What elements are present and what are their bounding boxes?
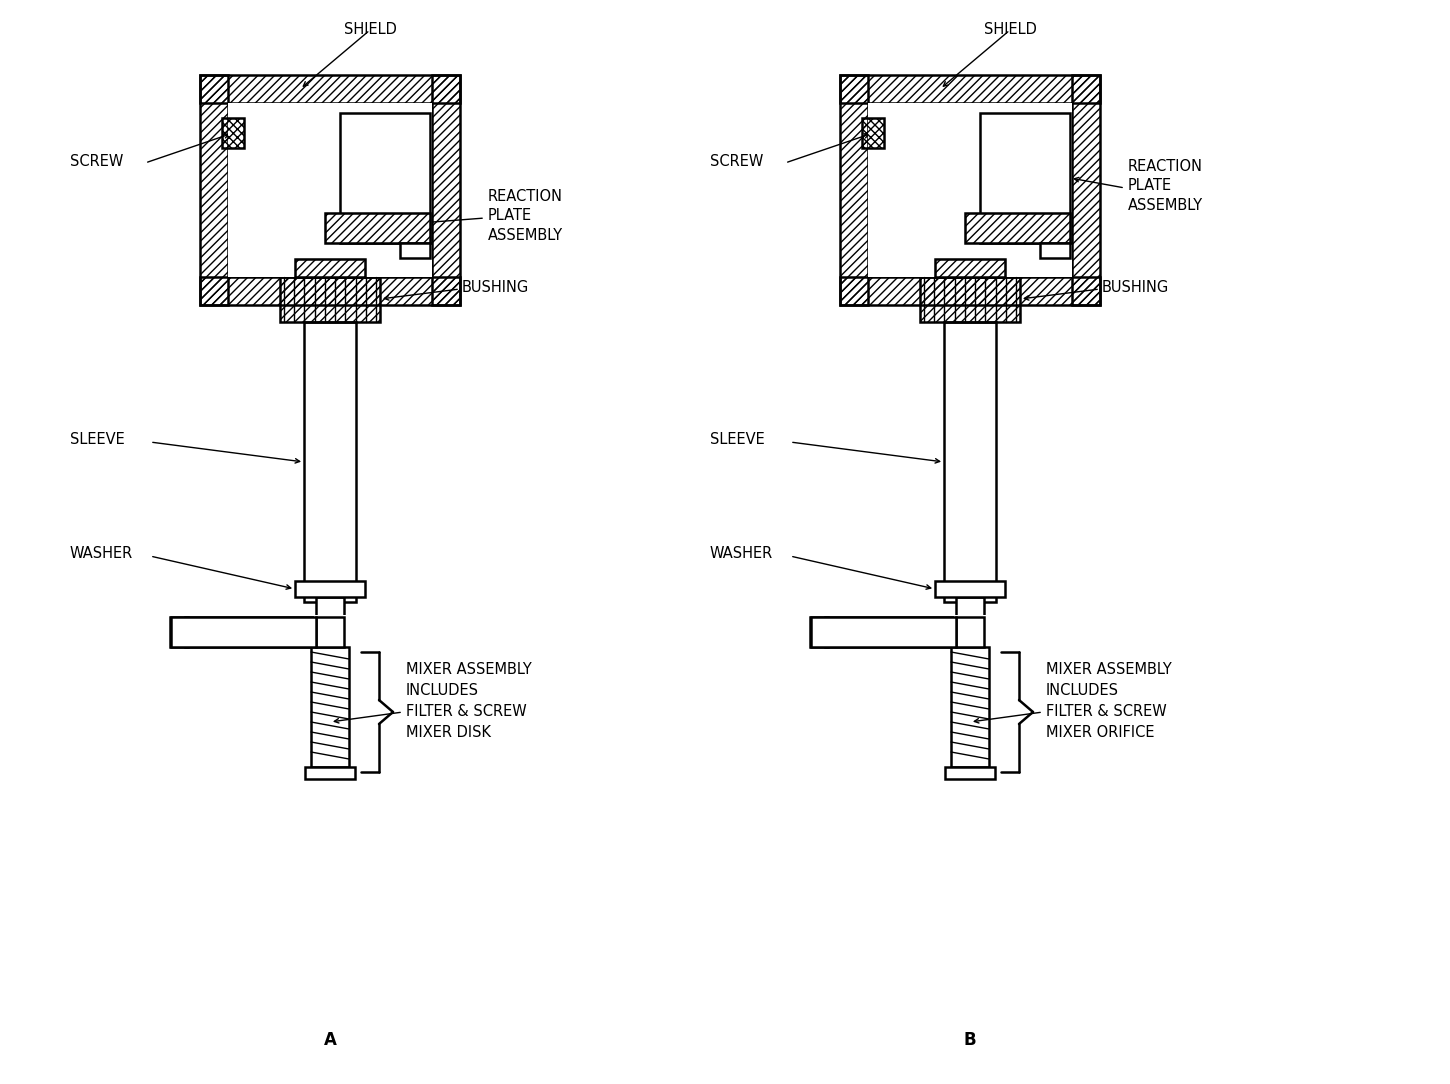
Bar [840,278,1101,305]
Bar [811,617,828,647]
Bar [956,617,985,647]
Bar [325,212,431,243]
Bar [200,75,228,305]
Bar [316,617,344,647]
Bar [280,278,380,322]
Bar [171,617,316,647]
Bar [228,103,432,278]
Bar [954,615,986,649]
Bar [294,581,365,597]
Text: REACTION
PLATE
ASSEMBLY: REACTION PLATE ASSEMBLY [1128,158,1204,214]
Text: SCREW: SCREW [710,154,763,168]
Bar [315,615,347,649]
Bar [316,597,344,647]
Bar [1040,243,1070,258]
Text: REACTION
PLATE
ASSEMBLY: REACTION PLATE ASSEMBLY [489,189,563,243]
Bar [869,103,1072,278]
Bar [840,75,869,305]
Bar [935,581,1005,597]
Text: MIXER ASSEMBLY
INCLUDES
FILTER & SCREW
MIXER DISK: MIXER ASSEMBLY INCLUDES FILTER & SCREW M… [406,662,532,740]
Bar [980,113,1070,243]
Bar [919,278,1019,322]
Text: MIXER ASSEMBLY
INCLUDES
FILTER & SCREW
MIXER ORIFICE: MIXER ASSEMBLY INCLUDES FILTER & SCREW M… [1045,662,1172,740]
Bar [432,75,460,305]
Bar [310,647,349,767]
Text: SLEEVE: SLEEVE [710,433,764,448]
Bar [325,212,431,243]
Bar [966,212,1070,243]
Bar [294,259,365,278]
Text: SCREW: SCREW [70,154,123,168]
Bar [1072,75,1101,305]
Bar [400,243,431,258]
Text: B: B [964,1031,976,1049]
Bar [304,767,355,779]
Bar [200,75,460,103]
Bar [935,259,1005,278]
Text: SLEEVE: SLEEVE [70,433,125,448]
Bar [222,118,244,149]
Bar [935,259,1005,278]
Text: WASHER: WASHER [70,546,133,562]
Bar [200,278,460,305]
Bar [956,597,985,647]
Bar [944,322,996,602]
Bar [945,767,995,779]
Bar [840,75,1101,103]
Bar [825,617,956,647]
Bar [304,322,357,602]
Bar [811,617,956,647]
Text: BUSHING: BUSHING [463,280,529,295]
Bar [339,113,431,243]
Text: A: A [323,1031,336,1049]
Bar [951,647,989,767]
Text: SHIELD: SHIELD [344,23,396,38]
Bar [294,259,365,278]
Text: WASHER: WASHER [710,546,773,562]
Text: BUSHING: BUSHING [1102,280,1169,295]
Bar [186,617,316,647]
Text: SHIELD: SHIELD [983,23,1037,38]
Bar [966,212,1070,243]
Bar [861,118,884,149]
Bar [170,617,188,647]
